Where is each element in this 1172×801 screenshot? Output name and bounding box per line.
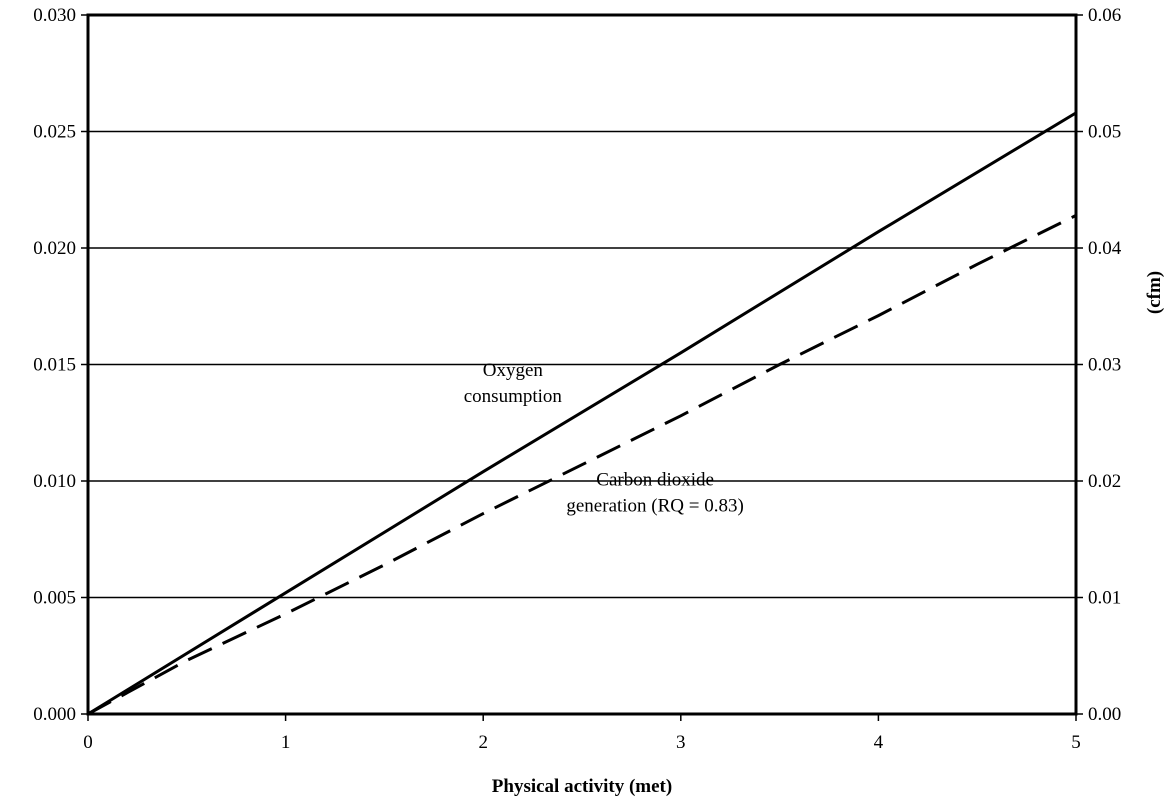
right-y-axis-title: (cfm) bbox=[1144, 271, 1165, 314]
y-tick-label: 0.005 bbox=[33, 588, 76, 609]
oxygen-series-line bbox=[87, 111, 1077, 716]
y-tick-label: 0.000 bbox=[33, 704, 76, 725]
annotation-label: Oxygen consumption bbox=[464, 360, 563, 407]
y-tick-label: 0.020 bbox=[33, 238, 76, 259]
y2-tick-label: 0.04 bbox=[1088, 238, 1122, 259]
annotation-label: Carbon dioxide generation (RQ = 0.83) bbox=[566, 470, 743, 517]
series-lines bbox=[87, 111, 1077, 716]
tick-labels: 0.0000.0050.0100.0150.0200.0250.0300.000… bbox=[33, 5, 1122, 753]
y-tick-label: 0.015 bbox=[33, 355, 76, 376]
y2-tick-label: 0.05 bbox=[1088, 122, 1121, 143]
x-tick-label: 1 bbox=[281, 732, 291, 753]
y2-tick-label: 0.01 bbox=[1088, 588, 1121, 609]
y2-tick-label: 0.03 bbox=[1088, 355, 1121, 376]
x-tick-label: 4 bbox=[874, 732, 884, 753]
x-tick-label: 2 bbox=[478, 732, 488, 753]
y-tick-label: 0.010 bbox=[33, 471, 76, 492]
x-tick-label: 0 bbox=[83, 732, 93, 753]
y-tick-label: 0.030 bbox=[33, 5, 76, 26]
x-tick-label: 5 bbox=[1071, 732, 1081, 753]
y2-tick-label: 0.00 bbox=[1088, 704, 1121, 725]
x-tick-label: 3 bbox=[676, 732, 686, 753]
axis-ticks bbox=[81, 14, 1083, 721]
gridlines bbox=[88, 130, 1076, 599]
annotations: Oxygen consumption Carbon dioxide generatio… bbox=[464, 360, 744, 517]
co2-series-line bbox=[87, 214, 1077, 716]
x-axis-title: Physical activity (met) bbox=[492, 776, 672, 797]
y-tick-label: 0.025 bbox=[33, 122, 76, 143]
y2-tick-label: 0.06 bbox=[1088, 5, 1121, 26]
y2-tick-label: 0.02 bbox=[1088, 471, 1121, 492]
